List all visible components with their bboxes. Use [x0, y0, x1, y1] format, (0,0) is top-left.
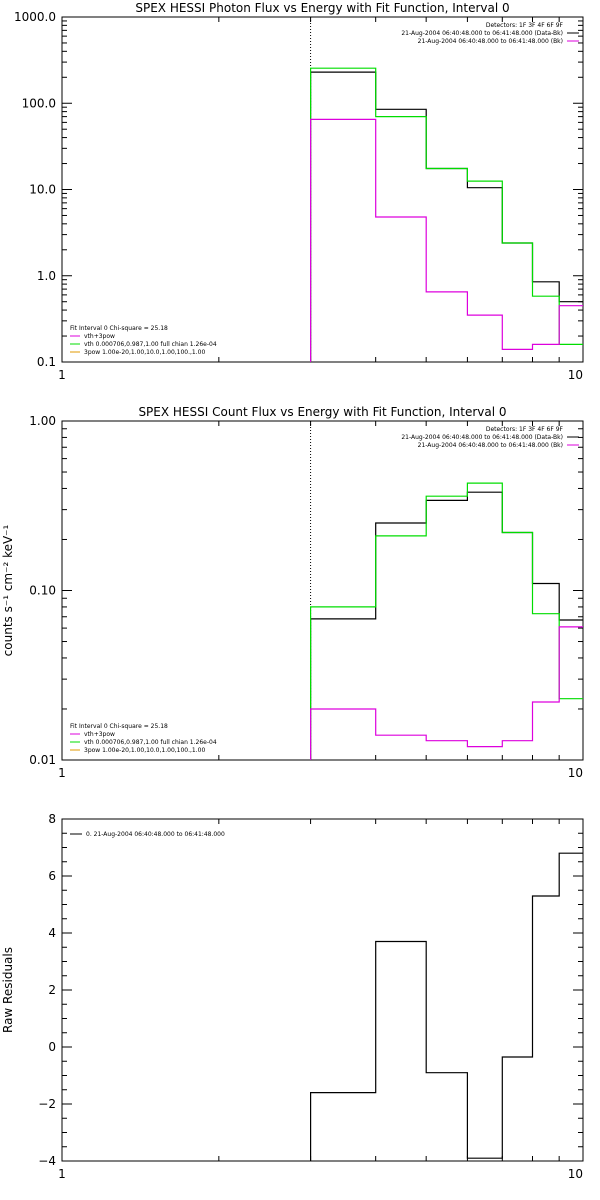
- chart-panel-count: SPEX HESSI Count Flux vs Energy with Fit…: [1, 405, 584, 780]
- y-tick-label: 8: [48, 812, 56, 826]
- x-tick-label: 1: [58, 368, 66, 382]
- y-tick-label: 100.0: [22, 96, 56, 110]
- series-line-0: [310, 71, 583, 362]
- legend-top-right-text: 21-Aug-2004 06:40:48.000 to 06:41:48.000…: [401, 434, 563, 441]
- y-tick-label: 1.0: [37, 269, 56, 283]
- x-tick-label: 1: [58, 766, 66, 780]
- y-tick-label: −4: [38, 1154, 56, 1168]
- x-tick-label: 10: [568, 1167, 583, 1181]
- legend-top-left-text: 0. 21-Aug-2004 06:40:48.000 to 06:41:48.…: [86, 831, 225, 838]
- legend-bottom-left-text: 3pow 1.00e-20,1.00,10.0,1.00,100.,1.00: [84, 349, 205, 356]
- y-tick-label: 4: [48, 926, 56, 940]
- y-tick-label: 0.01: [29, 753, 56, 767]
- y-tick-label: 0: [48, 1040, 56, 1054]
- series-line-1: [310, 482, 583, 760]
- legend-bottom-left-text: Fit Interval 0 Chi-square = 25.18: [70, 325, 168, 332]
- y-axis-label: Raw Residuals: [1, 947, 15, 1033]
- chart-title: SPEX HESSI Photon Flux vs Energy with Fi…: [135, 1, 509, 15]
- y-tick-label: 1.00: [29, 414, 56, 428]
- legend-bottom-left-text: vth 0.000706,0.987,1.00 full chian 1.26e…: [84, 341, 217, 348]
- legend-top-right-text: 21-Aug-2004 06:40:48.000 to 06:41:48.000…: [418, 442, 563, 449]
- plot-frame: [61, 818, 584, 1162]
- legend-bottom-left-text: Fit Interval 0 Chi-square = 25.18: [70, 723, 168, 730]
- legend-bottom-left-text: 3pow 1.00e-20,1.00,10.0,1.00,100.,1.00: [84, 747, 205, 754]
- y-tick-label: 2: [48, 983, 56, 997]
- series-line-0: [310, 852, 583, 1161]
- legend-bottom-left-text: vth 0.000706,0.987,1.00 full chian 1.26e…: [84, 739, 217, 746]
- y-tick-label: 1000.0: [14, 10, 56, 24]
- x-tick-label: 10: [568, 368, 583, 382]
- series-line-0: [310, 491, 583, 760]
- y-tick-label: 0.1: [37, 355, 56, 369]
- y-tick-label: 0.10: [29, 584, 56, 598]
- legend-top-right-text: 21-Aug-2004 06:40:48.000 to 06:41:48.000…: [401, 30, 563, 37]
- y-tick-label: 10.0: [29, 183, 56, 197]
- x-tick-label: 10: [568, 766, 583, 780]
- series-line-2: [310, 118, 583, 362]
- chart-panel-photon: SPEX HESSI Photon Flux vs Energy with Fi…: [14, 1, 584, 382]
- y-tick-label: 6: [48, 869, 56, 883]
- series-line-1: [310, 67, 583, 362]
- legend-top-right-text: Detectors: 1F 3F 4F 6F 9F: [486, 426, 564, 433]
- legend-top-right-text: 21-Aug-2004 06:40:48.000 to 06:41:48.000…: [418, 38, 563, 45]
- y-axis-label: counts s⁻¹ cm⁻² keV⁻¹: [1, 524, 15, 656]
- chart-title: SPEX HESSI Count Flux vs Energy with Fit…: [138, 405, 506, 419]
- chart-panel-residuals: 1 10 −4 −2 0 2 4 6 8 Raw Residuals 0. 21-Aug-2004 …: [1, 812, 584, 1181]
- legend-bottom-left-text: vth+3pow: [84, 333, 115, 340]
- x-tick-label: 1: [58, 1167, 66, 1181]
- legend-bottom-left-text: vth+3pow: [84, 731, 115, 738]
- series-line-2: [310, 626, 583, 760]
- y-tick-label: −2: [38, 1097, 56, 1111]
- legend-top-right-text: Detectors: 1F 3F 4F 6F 9F: [486, 22, 564, 29]
